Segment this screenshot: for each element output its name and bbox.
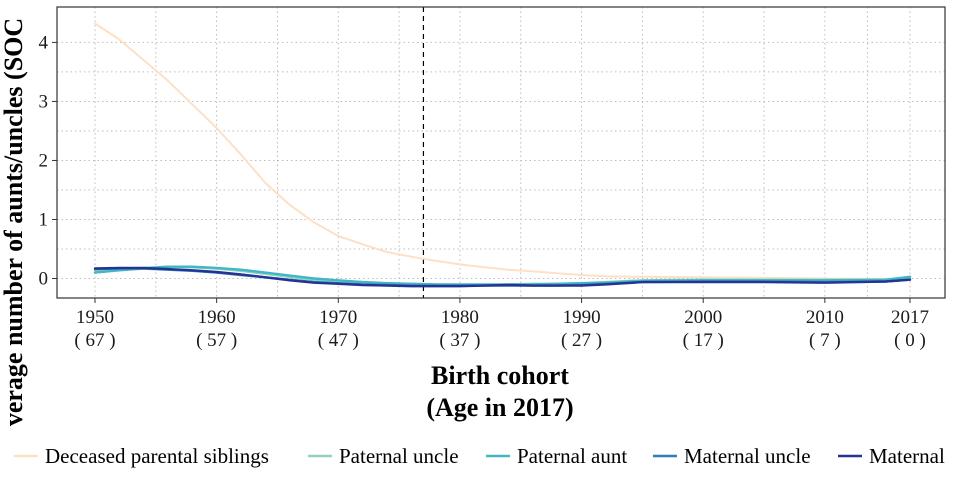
y-tick-label: 3 [39, 91, 49, 112]
x-tick-label-age: ( 47 ) [318, 330, 359, 351]
x-tick-label-year: 1950 [76, 307, 114, 328]
legend-label-4: Maternal uncle [684, 444, 811, 468]
x-tick-label-year: 2000 [684, 307, 722, 328]
series-line-5 [93, 266, 912, 288]
legend-label-2: Paternal uncle [339, 444, 459, 468]
x-tick-label-age: ( 37 ) [439, 330, 480, 351]
y-tick-label: 2 [39, 150, 49, 171]
grid-major-lines [57, 7, 945, 298]
x-axis-ticks: 1950( 67 ) 1960( 57 ) 1970( 47 ) 1980( 37 )… [74, 298, 929, 351]
x-tick-label-age: ( 17 ) [683, 330, 724, 351]
x-tick-label-age: ( 7 ) [809, 330, 841, 351]
x-axis-title-line2: (Age in 2017) [426, 393, 573, 422]
y-tick-label: 0 [39, 269, 49, 290]
x-tick-label-year: 1960 [198, 307, 236, 328]
series-line-1 [94, 22, 911, 281]
legend-label-5: Maternal [869, 444, 945, 468]
x-tick-label-year: 1980 [441, 307, 479, 328]
y-tick-label: 1 [39, 209, 49, 230]
legend-label-1: Deceased parental siblings [45, 444, 269, 468]
y-axis-ticks: 0 1 2 3 4 [39, 32, 57, 290]
grid-minor-lines [57, 7, 945, 298]
x-axis-title-line1: Birth cohort [431, 361, 569, 390]
x-tick-label-age: ( 57 ) [196, 330, 237, 351]
x-tick-label-year: 1970 [319, 307, 357, 328]
legend-label-3: Paternal aunt [517, 444, 627, 468]
y-axis-title: verage number of aunts/uncles (SOC [0, 18, 28, 426]
legend: Deceased parental siblings Paternal uncle… [14, 444, 945, 468]
y-tick-label: 4 [39, 32, 49, 53]
series-lines [93, 22, 912, 288]
x-tick-label-age: ( 0 ) [894, 330, 926, 351]
x-tick-label-age: ( 67 ) [74, 330, 115, 351]
x-tick-label-year: 2017 [891, 307, 929, 328]
x-tick-label-age: ( 27 ) [561, 330, 602, 351]
x-tick-label-year: 2010 [806, 307, 844, 328]
plot-panel-border [56, 6, 946, 299]
x-tick-label-year: 1990 [563, 307, 601, 328]
